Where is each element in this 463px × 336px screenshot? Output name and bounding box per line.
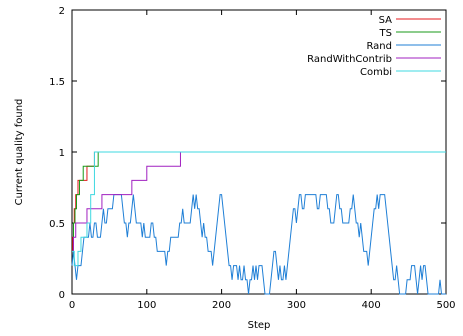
series-line-randwithcontrib (72, 151, 446, 252)
series-line-combi (72, 151, 446, 267)
y-axis-label: Current quality found (14, 99, 25, 206)
ticks-group: 0 100 200 300 400 500 0 0.5 1 1.5 2 (49, 6, 455, 311)
legend-label-sa: SA (379, 15, 393, 26)
legend-label-rand: Rand (366, 41, 392, 52)
y-tick-label: 0.5 (49, 219, 65, 230)
x-tick-label: 100 (137, 300, 156, 311)
x-axis-label: Step (248, 320, 271, 331)
series-line-sa (72, 151, 446, 252)
y-tick-label: 0 (59, 290, 65, 301)
x-tick-label: 200 (212, 300, 231, 311)
y-tick-label: 2 (59, 6, 65, 17)
x-tick-label: 500 (436, 300, 455, 311)
plot-area (71, 151, 446, 295)
x-tick-label: 400 (362, 300, 381, 311)
legend-label-ts: TS (379, 28, 392, 39)
series-line-ts (72, 151, 446, 252)
legend-label-randwithcontrib: RandWithContrib (307, 54, 392, 65)
x-tick-label: 0 (69, 300, 75, 311)
y-tick-label: 1.5 (49, 77, 65, 88)
legend: SA TS Rand RandWithContrib Combi (307, 15, 441, 78)
series-line-rand (71, 194, 446, 295)
y-tick-label: 1 (59, 148, 65, 159)
x-tick-label: 300 (287, 300, 306, 311)
legend-label-combi: Combi (360, 67, 392, 78)
